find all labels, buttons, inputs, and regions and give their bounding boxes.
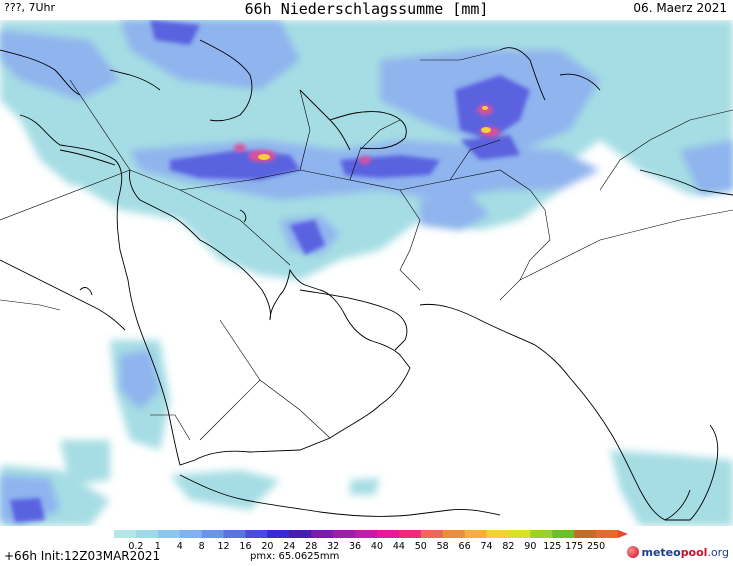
legend-tick-label: 58 bbox=[437, 541, 449, 552]
legend-tick-label: 8 bbox=[199, 541, 205, 552]
legend-tick-label: 16 bbox=[239, 541, 251, 552]
precip-peak-areas bbox=[258, 106, 491, 160]
legend-swatch bbox=[223, 530, 246, 538]
color-legend: 0.2 1 4 8 12 16 20 24 28 32 36 40 44 50 58 66 74 82 90 125 1… bbox=[0, 528, 733, 566]
legend-swatch bbox=[267, 530, 290, 538]
legend-tick-label: 20 bbox=[261, 541, 273, 552]
valid-time: ???, 7Uhr bbox=[4, 1, 56, 14]
legend-swatch bbox=[201, 530, 225, 538]
legend-tick-label: 125 bbox=[543, 541, 561, 552]
legend-swatch bbox=[596, 530, 619, 538]
map-title: 66h Niederschlagssumme [mm] bbox=[244, 0, 489, 18]
legend-tick-label: 12 bbox=[218, 541, 230, 552]
legend-tick-label: 36 bbox=[349, 541, 361, 552]
legend-tick-label: 250 bbox=[587, 541, 605, 552]
legend-swatch bbox=[464, 530, 488, 538]
precipitation-map bbox=[0, 20, 733, 526]
legend-swatch bbox=[333, 530, 356, 538]
brand-mid: pool bbox=[680, 546, 708, 559]
brand-prefix: meteo bbox=[641, 546, 681, 559]
legend-tick-label: 90 bbox=[524, 541, 536, 552]
legend-swatch bbox=[289, 530, 312, 538]
legend-swatch bbox=[376, 530, 400, 538]
legend-swatch bbox=[311, 530, 334, 538]
legend-tick-label: 82 bbox=[502, 541, 514, 552]
legend-tick-label: 24 bbox=[283, 541, 295, 552]
legend-tick-label: 74 bbox=[480, 541, 492, 552]
legend-swatch bbox=[508, 530, 531, 538]
legend-swatch bbox=[157, 530, 181, 538]
legend-tick-label: 50 bbox=[415, 541, 427, 552]
meteopool-logo-icon bbox=[627, 546, 640, 558]
legend-arrow bbox=[618, 530, 628, 538]
legend-swatch bbox=[420, 530, 444, 538]
header: ???, 7Uhr 66h Niederschlagssumme [mm] 06… bbox=[0, 0, 733, 20]
legend-swatch bbox=[530, 530, 553, 538]
run-info: +66h Init:12Z03MAR2021 bbox=[4, 549, 161, 563]
legend-tick-label: 66 bbox=[459, 541, 471, 552]
legend-swatch bbox=[552, 530, 575, 538]
legend-swatch bbox=[574, 530, 597, 538]
legend-swatch bbox=[245, 530, 268, 538]
country-borders bbox=[0, 49, 733, 441]
legend-colorbar: 0.2 1 4 8 12 16 20 24 28 32 36 40 44 50 58 66 74 82 90 125 1… bbox=[114, 530, 628, 552]
legend-swatch bbox=[486, 530, 509, 538]
legend-tick-label: 175 bbox=[565, 541, 583, 552]
legend-tick-label: 44 bbox=[393, 541, 405, 552]
meteopool-logo[interactable]: meteopool.org bbox=[627, 546, 729, 559]
legend-tick-label: 0.2 bbox=[128, 541, 143, 552]
legend-tick-label: 32 bbox=[327, 541, 339, 552]
legend-tick-label: 40 bbox=[371, 541, 383, 552]
max-precip: pmx: 65.0625mm bbox=[250, 551, 340, 562]
brand-suffix: .org bbox=[707, 546, 729, 559]
legend-swatch bbox=[135, 530, 159, 538]
legend-tick-label: 4 bbox=[177, 541, 183, 552]
legend-swatch bbox=[398, 530, 422, 538]
legend-swatch bbox=[442, 530, 466, 538]
legend-tick-label: 1 bbox=[155, 541, 161, 552]
legend-swatch bbox=[179, 530, 203, 538]
legend-swatch bbox=[114, 530, 137, 538]
legend-swatch bbox=[355, 530, 378, 538]
coastlines bbox=[0, 39, 733, 521]
legend-tick-label: 28 bbox=[305, 541, 317, 552]
valid-date: 06. Maerz 2021 bbox=[633, 1, 727, 15]
